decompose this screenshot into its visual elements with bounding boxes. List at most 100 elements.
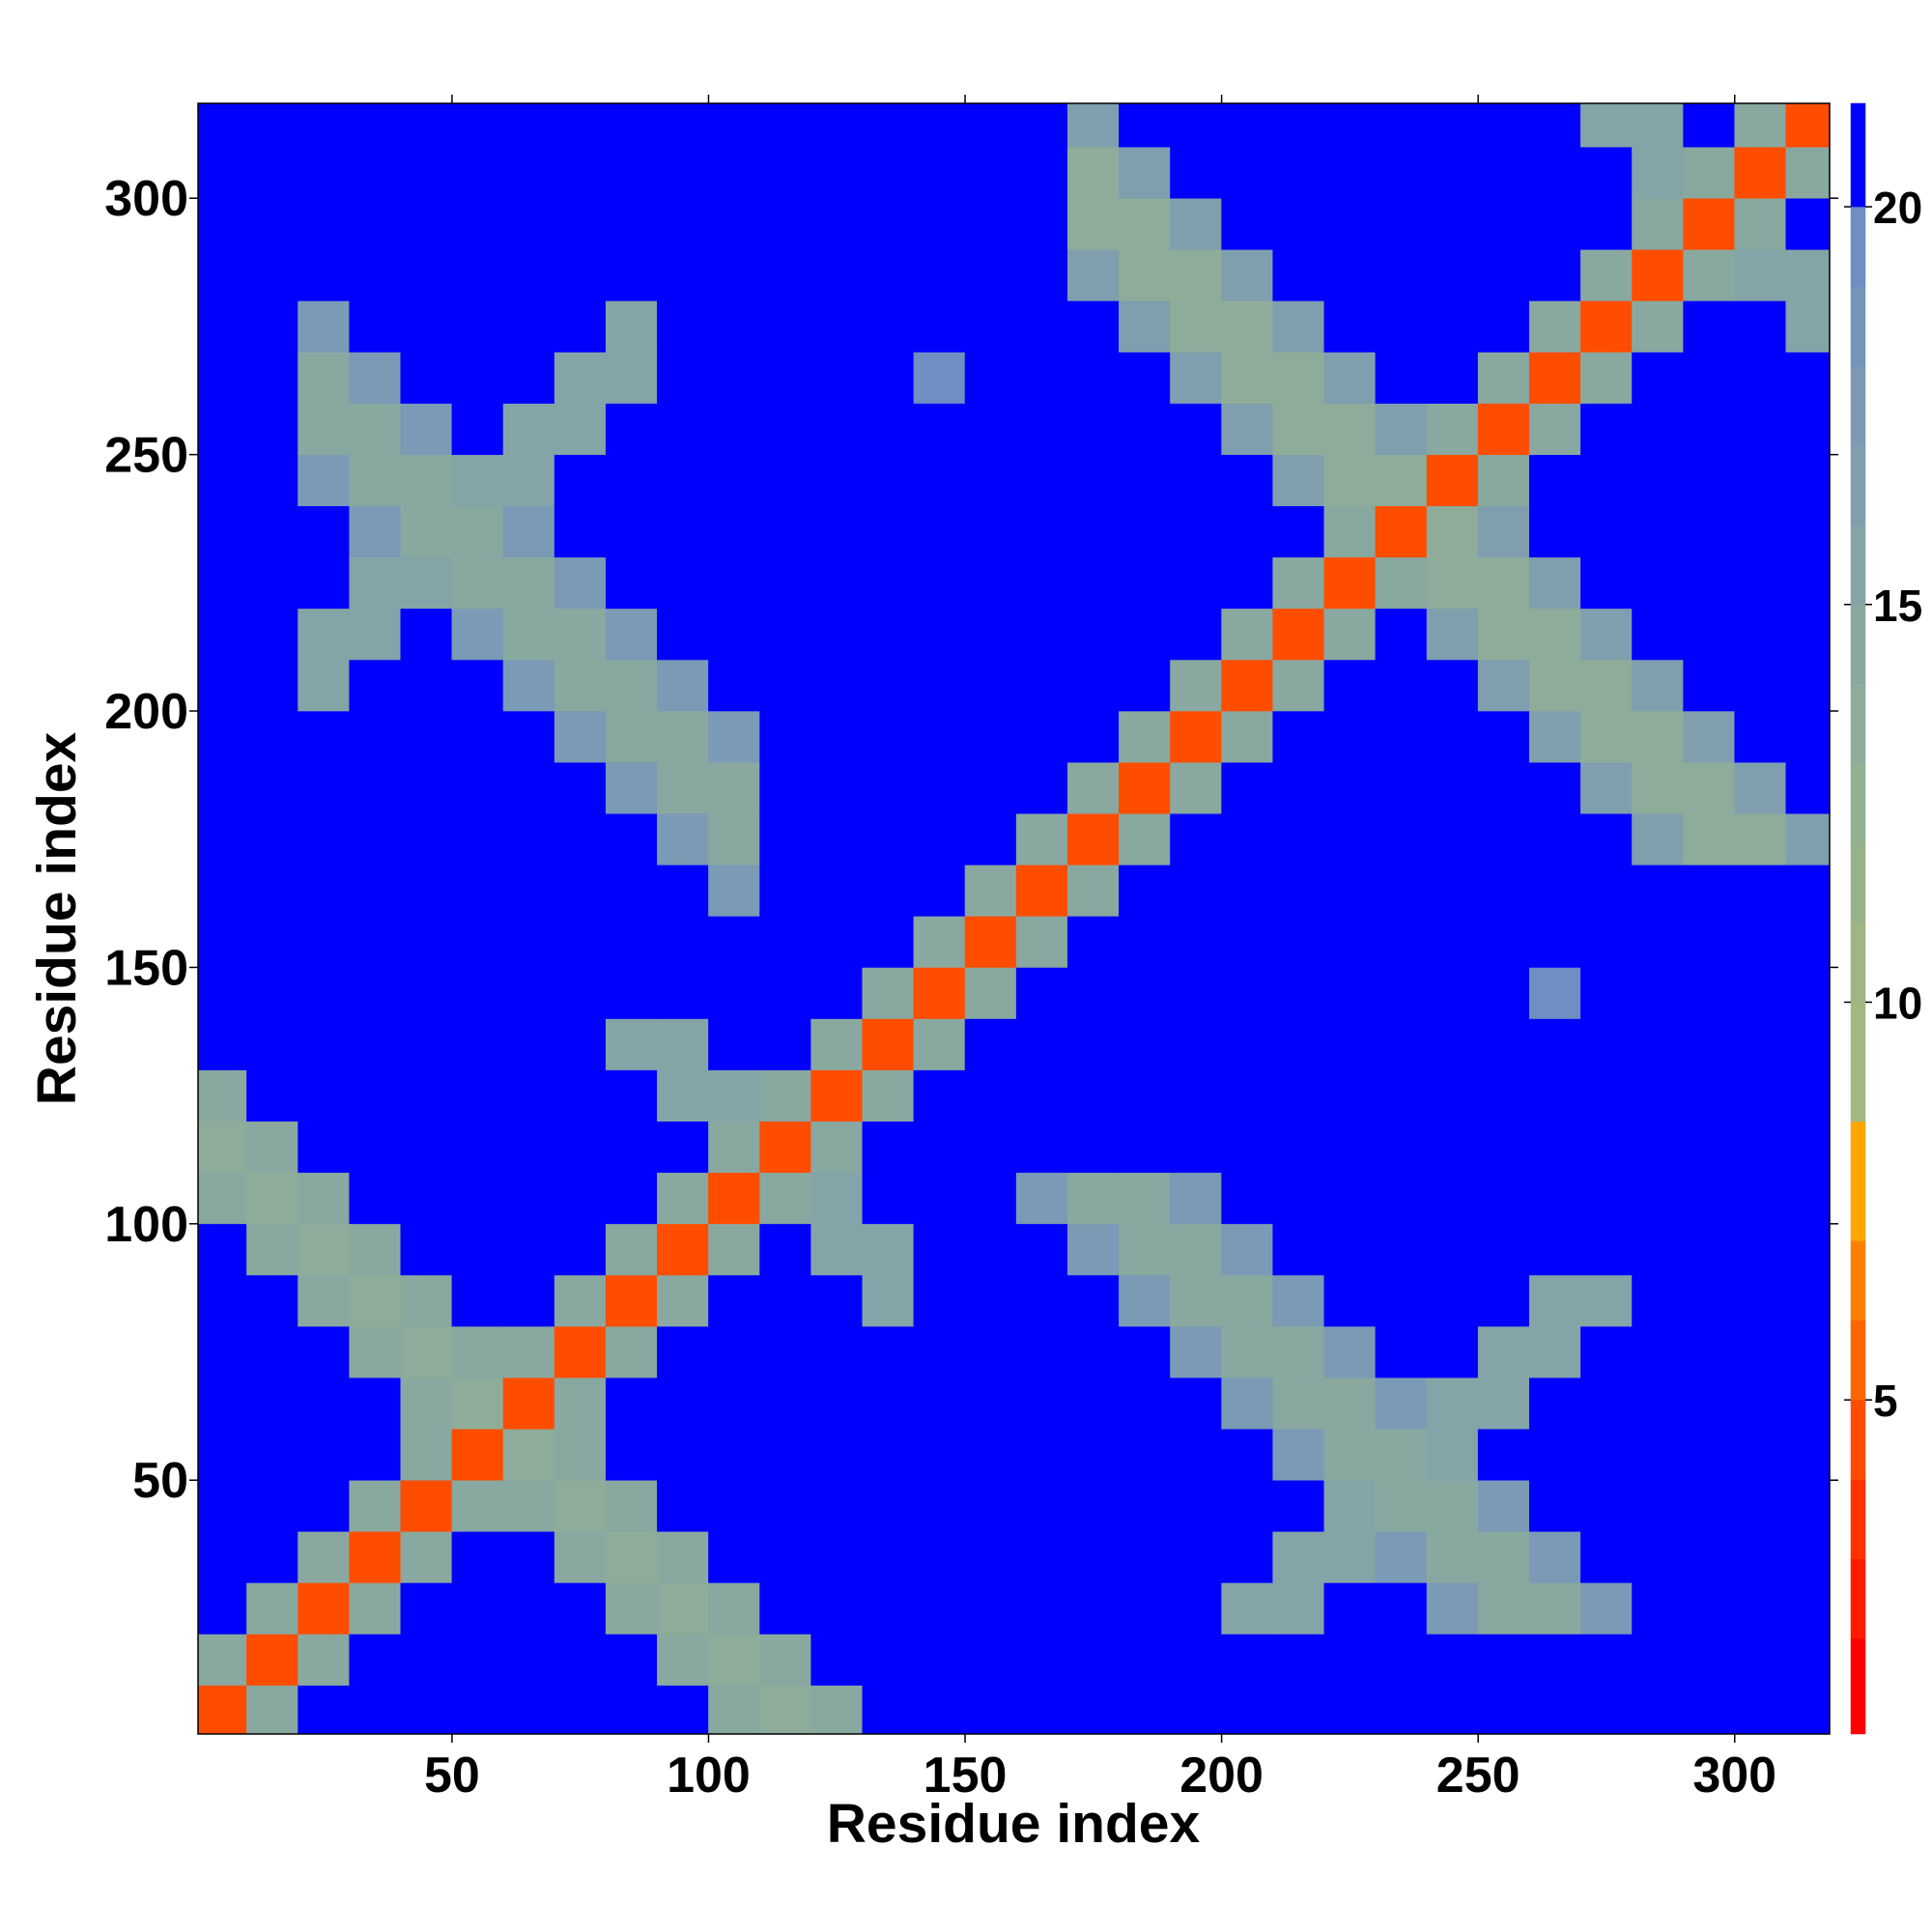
heatmap-cell bbox=[554, 864, 607, 917]
heatmap-cell bbox=[913, 1325, 966, 1378]
heatmap-cell bbox=[1221, 1428, 1274, 1481]
heatmap-cell bbox=[1734, 608, 1787, 661]
heatmap-cell bbox=[1426, 403, 1479, 455]
heatmap-cell bbox=[451, 1223, 504, 1276]
heatmap-cell bbox=[1170, 300, 1222, 353]
heatmap-cell bbox=[1683, 812, 1736, 866]
heatmap-cell bbox=[349, 1428, 402, 1481]
heatmap-cell bbox=[605, 403, 658, 455]
heatmap-cell bbox=[1580, 1377, 1633, 1430]
heatmap-cell bbox=[1170, 967, 1222, 1019]
heatmap-cell bbox=[1734, 1634, 1787, 1686]
heatmap-cell bbox=[400, 1582, 453, 1634]
heatmap-cell bbox=[298, 1582, 350, 1634]
heatmap-cell bbox=[349, 710, 402, 763]
heatmap-cell bbox=[1632, 1634, 1684, 1686]
heatmap-cells bbox=[198, 103, 1830, 1734]
heatmap-cell bbox=[554, 146, 607, 199]
heatmap-cell bbox=[349, 1582, 402, 1634]
heatmap-cell bbox=[1683, 916, 1736, 968]
heatmap-cell bbox=[246, 1531, 298, 1583]
heatmap-cell bbox=[1375, 1172, 1428, 1225]
heatmap-cell bbox=[1323, 608, 1377, 661]
heatmap-cell bbox=[1580, 812, 1633, 866]
heatmap-cell bbox=[246, 710, 298, 763]
heatmap-cell bbox=[964, 505, 1017, 558]
heatmap-cell bbox=[657, 1223, 709, 1276]
heatmap-cell bbox=[759, 710, 812, 763]
heatmap-cell bbox=[502, 505, 555, 558]
heatmap-cell bbox=[1426, 710, 1479, 763]
heatmap-cell bbox=[1528, 1274, 1581, 1327]
heatmap-cell bbox=[1528, 1121, 1581, 1174]
heatmap-cell bbox=[349, 659, 402, 712]
heatmap-cell bbox=[1066, 248, 1120, 301]
heatmap-cell bbox=[964, 1274, 1017, 1327]
heatmap-cell bbox=[657, 1274, 709, 1327]
heatmap-cell bbox=[349, 812, 402, 866]
heatmap-cell bbox=[198, 1428, 247, 1481]
heatmap-cell bbox=[502, 454, 555, 506]
heatmap-cell bbox=[605, 197, 658, 250]
heatmap-cell bbox=[1119, 403, 1171, 455]
heatmap-cell bbox=[1375, 505, 1428, 558]
heatmap-cell bbox=[657, 248, 709, 301]
heatmap-cell bbox=[810, 608, 864, 661]
heatmap-cell bbox=[1477, 1069, 1530, 1122]
heatmap-cell bbox=[554, 608, 607, 661]
heatmap-cell bbox=[502, 248, 555, 301]
heatmap-cell bbox=[1170, 103, 1222, 148]
heatmap-cell bbox=[1632, 146, 1684, 199]
heatmap-cell bbox=[198, 300, 247, 353]
heatmap-cell bbox=[913, 146, 966, 199]
heatmap-cell bbox=[657, 352, 709, 404]
x-tick-label: 100 bbox=[667, 1747, 751, 1804]
heatmap-cell bbox=[1683, 352, 1736, 404]
heatmap-cell bbox=[298, 916, 350, 968]
heatmap-cell bbox=[964, 352, 1017, 404]
heatmap-cell bbox=[1015, 1479, 1068, 1532]
heatmap-cell bbox=[1580, 916, 1633, 968]
heatmap-cell bbox=[1580, 146, 1633, 199]
heatmap-cell bbox=[554, 1377, 607, 1430]
axes: 50 100 150 200 250 300 50 100 150 200 250 300 bbox=[104, 95, 1838, 1804]
heatmap-cell bbox=[198, 1325, 247, 1378]
heatmap-cell bbox=[298, 248, 350, 301]
heatmap-cell bbox=[1477, 197, 1530, 250]
heatmap-cell bbox=[810, 1325, 864, 1378]
heatmap-cell bbox=[1528, 916, 1581, 968]
heatmap-cell bbox=[198, 812, 247, 866]
heatmap-cell bbox=[298, 1479, 350, 1532]
heatmap-cell bbox=[400, 1274, 453, 1327]
heatmap-cell bbox=[1734, 967, 1787, 1019]
heatmap-cell bbox=[1426, 1634, 1479, 1686]
x-axis-title: Residue index bbox=[827, 1793, 1201, 1855]
heatmap-cell bbox=[708, 1377, 760, 1430]
heatmap-cell bbox=[913, 608, 966, 661]
heatmap-cell bbox=[1170, 403, 1222, 455]
heatmap-cell bbox=[1323, 556, 1377, 610]
heatmap-cell bbox=[451, 1069, 504, 1122]
heatmap-cell bbox=[759, 812, 812, 866]
heatmap-cell bbox=[1375, 1582, 1428, 1634]
heatmap-cell bbox=[1119, 454, 1171, 506]
heatmap-cell bbox=[1170, 1582, 1222, 1634]
heatmap-cell bbox=[1528, 505, 1581, 558]
heatmap-cell bbox=[759, 1479, 812, 1532]
heatmap-cell bbox=[1632, 812, 1684, 866]
heatmap-cell bbox=[1426, 454, 1479, 506]
heatmap-cell bbox=[1632, 1582, 1684, 1634]
heatmap-cell bbox=[400, 1685, 453, 1734]
heatmap-cell bbox=[913, 1479, 966, 1532]
heatmap-cell bbox=[1375, 197, 1428, 250]
heatmap-cell bbox=[451, 1325, 504, 1378]
heatmap-cell bbox=[1477, 761, 1530, 814]
heatmap-cell bbox=[1426, 1018, 1479, 1070]
heatmap-cell bbox=[246, 1172, 298, 1225]
heatmap-cell bbox=[1528, 710, 1581, 763]
heatmap-cell bbox=[1015, 1274, 1068, 1327]
heatmap-cell bbox=[810, 505, 864, 558]
heatmap-cell bbox=[349, 916, 402, 968]
heatmap-cell bbox=[554, 1428, 607, 1481]
heatmap-cell bbox=[451, 967, 504, 1019]
